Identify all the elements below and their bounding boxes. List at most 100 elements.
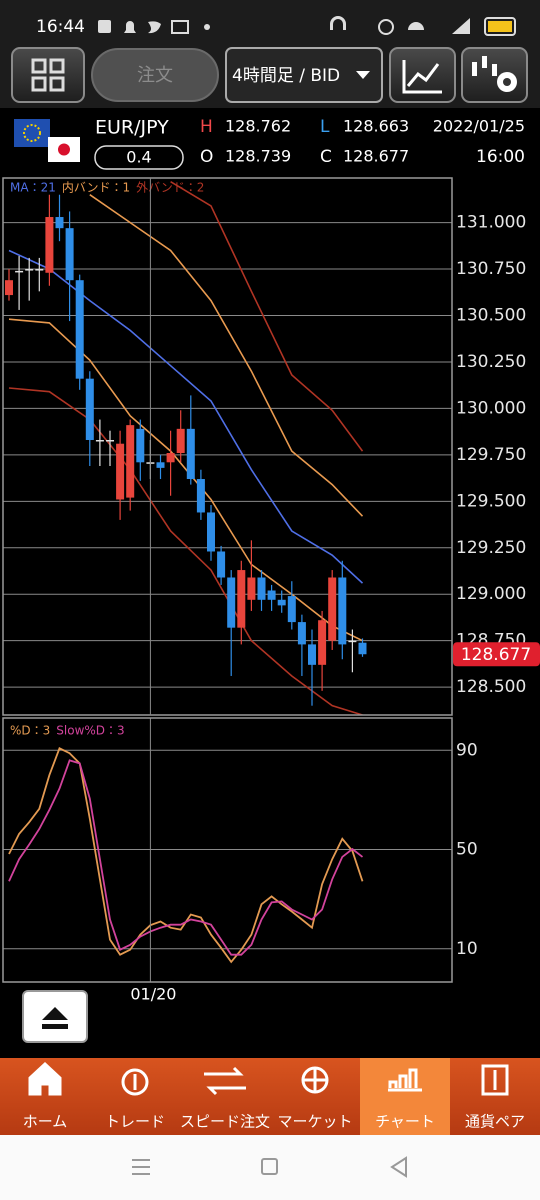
candle-body — [75, 280, 84, 379]
candle-body — [358, 642, 367, 655]
candle-body — [297, 622, 306, 645]
spread-pill — [94, 145, 184, 170]
close-label: C — [320, 147, 332, 167]
nav-label: マーケット — [277, 1113, 352, 1131]
y-tick-label: 50 — [456, 840, 478, 860]
candle-body — [136, 428, 145, 463]
quote-time: 16:00 — [476, 147, 525, 167]
open-label: O — [200, 147, 213, 167]
nav-label: トレード — [105, 1113, 165, 1131]
last-price-label: 128.677 — [461, 645, 531, 665]
y-tick-label: 130.750 — [456, 259, 526, 279]
candle-body — [95, 439, 104, 442]
status-icons — [98, 16, 516, 36]
plot-area — [3, 181, 452, 715]
nav-icon — [204, 1066, 246, 1096]
y-tick-label: 130.000 — [456, 398, 526, 418]
indicator-line — [89, 194, 364, 517]
candle-body — [186, 428, 195, 480]
low-value: 128.663 — [343, 117, 409, 136]
nav-label: スピード注文 — [180, 1113, 270, 1131]
panel-border — [2, 177, 453, 716]
nav-item[interactable]: スピード注文 — [180, 1066, 270, 1131]
y-tick-label: 128.500 — [456, 677, 526, 697]
y-tick-label: 129.000 — [456, 584, 526, 604]
jp-sun — [58, 143, 70, 156]
eu-flag — [14, 119, 50, 147]
legend-entry: 内バンド：1 — [62, 181, 130, 195]
indicator-icon — [402, 60, 442, 94]
candle-body — [237, 570, 246, 628]
indicator-line — [170, 181, 364, 452]
nav-label: チャート — [375, 1113, 435, 1131]
candle-body — [65, 228, 74, 281]
nav-item[interactable]: 通貨ペア — [465, 1064, 525, 1131]
system-nav-icons — [132, 1156, 407, 1178]
nav-item[interactable]: マーケット — [277, 1066, 353, 1131]
candle-body — [166, 453, 175, 463]
menu-button[interactable] — [11, 47, 85, 103]
dropdown-arrow — [356, 71, 370, 79]
candle-body — [196, 479, 205, 513]
candle-body — [277, 599, 286, 606]
nav-icon — [481, 1064, 509, 1096]
open-value: 128.739 — [225, 147, 291, 166]
y-tick-label: 130.250 — [456, 352, 526, 372]
nav-icon — [121, 1068, 149, 1096]
order-button-label: 注文 — [137, 65, 173, 86]
y-tick-label: 10 — [456, 939, 478, 959]
candle-body — [328, 577, 337, 641]
y-tick-label: 90 — [456, 740, 478, 760]
system-nav — [0, 1135, 540, 1200]
candle-body — [247, 577, 256, 600]
nav-item[interactable]: チャート — [375, 1068, 435, 1131]
nav-icon — [28, 1061, 62, 1096]
candle-body — [15, 270, 24, 273]
nav-item[interactable]: トレード — [105, 1068, 165, 1131]
nav-item[interactable]: ホーム — [23, 1061, 68, 1131]
eu-stars — [23, 124, 41, 142]
candle-body — [45, 217, 54, 273]
candle-body — [287, 596, 296, 623]
nav-icon — [301, 1066, 329, 1094]
nav-item-selected — [360, 1058, 450, 1135]
collapse-icon — [42, 1007, 68, 1029]
legend-entry: %D：3 — [10, 724, 50, 738]
candle-body — [176, 428, 185, 454]
menu-icon — [31, 58, 65, 92]
nav-label: 通貨ペア — [465, 1113, 525, 1131]
timeframe-dropdown[interactable] — [225, 47, 383, 103]
candle-body — [318, 620, 327, 665]
spread: 0.4 — [126, 148, 151, 167]
candle-body — [227, 577, 236, 628]
candle-body — [156, 462, 165, 468]
settings-icon — [472, 56, 517, 92]
quote-date: 2022/01/25 — [433, 117, 525, 136]
toolbar: 注文 4時間足 / BID — [11, 47, 528, 103]
y-tick-label: 130.500 — [456, 306, 526, 326]
y-tick-label: 129.750 — [456, 445, 526, 465]
timeframe-label: 4時間足 / BID — [232, 66, 340, 86]
high-value: 128.762 — [225, 117, 291, 136]
nav-icon — [388, 1068, 422, 1092]
candle-body — [5, 280, 13, 296]
candle-body — [55, 217, 64, 229]
candle-body — [338, 577, 347, 645]
order-button[interactable] — [91, 48, 219, 102]
quote-header: EUR/JPY 0.4 H 128.762 L 128.663 O 128.73… — [14, 117, 525, 170]
candle-body — [207, 512, 215, 552]
legend-entry: Slow%D：3 — [56, 724, 124, 738]
candle-body — [257, 577, 266, 600]
nav-items: ホーム トレード スピード注文 マーケット チャート 通貨ペア — [23, 1058, 525, 1135]
y-tick-label: 129.500 — [456, 491, 526, 511]
candle-body — [35, 269, 44, 271]
legend-entry: MA：21 — [10, 181, 56, 195]
indicator-button[interactable] — [389, 47, 456, 103]
high-label: H — [200, 117, 213, 137]
nav-label: ホーム — [23, 1113, 68, 1131]
candle-body — [348, 640, 357, 643]
x-tick-label: 01/20 — [130, 985, 176, 1004]
candle-body — [217, 551, 226, 578]
